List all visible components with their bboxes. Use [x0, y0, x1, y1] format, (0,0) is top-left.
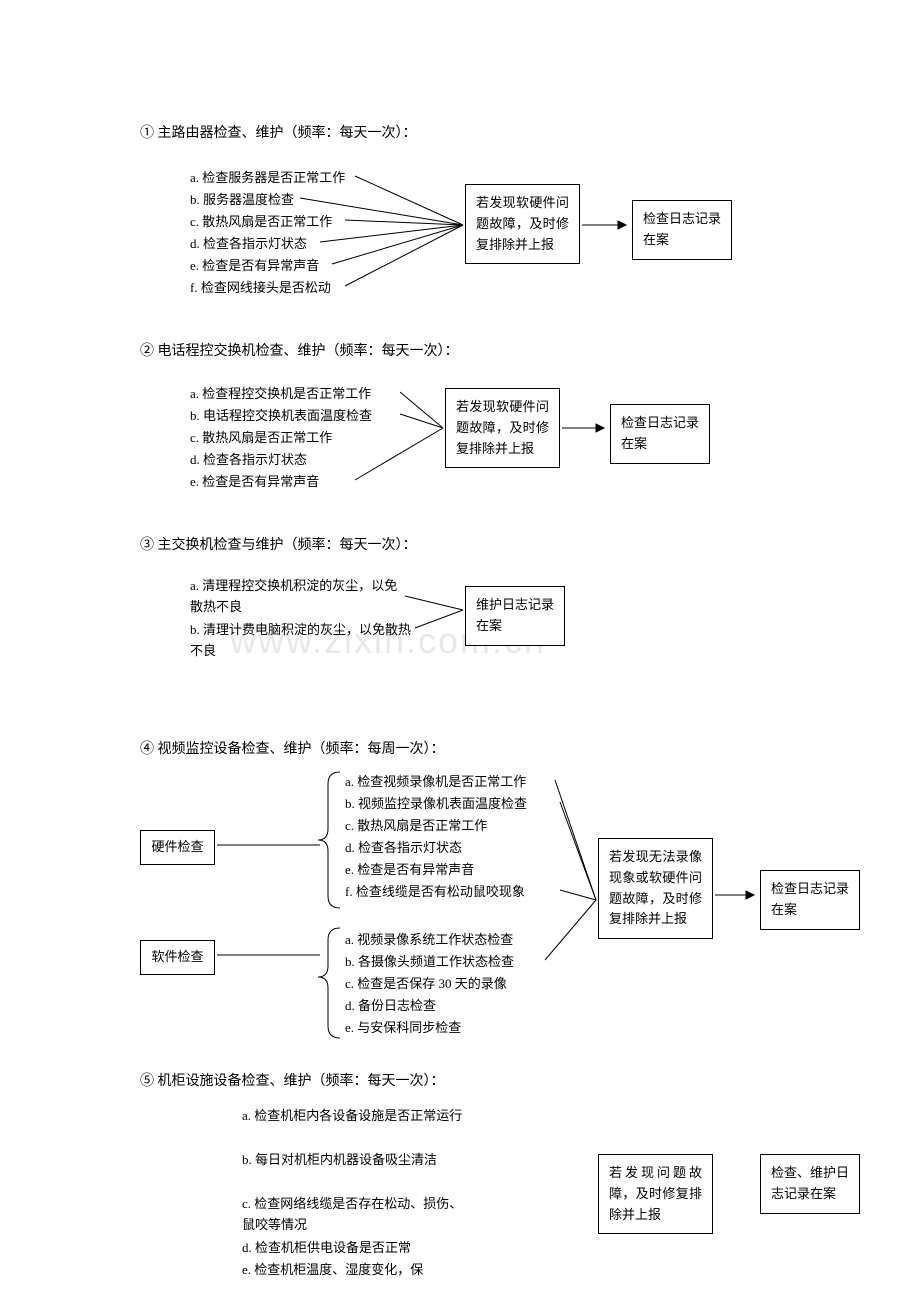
s2-box-2: 检查日志记录在案 [610, 404, 710, 464]
s2-item-e: e. 检查是否有异常声音 [190, 472, 319, 492]
s1-item-b: b. 服务器温度检查 [190, 190, 294, 210]
s4-hw-b: b. 视频监控录像机表面温度检查 [345, 794, 527, 814]
s3-box-1: 维护日志记录在案 [465, 586, 565, 646]
section-1-title: ① 主路由器检查、维护（频率：每天一次）： [140, 122, 417, 142]
s4-box-2: 检查日志记录在案 [760, 870, 860, 930]
s4-hw-d: d. 检查各指示灯状态 [345, 838, 462, 858]
section-3-title: ③ 主交换机检查与维护（频率：每天一次）： [140, 534, 417, 554]
s5-box-2: 检查、维护日志记录在案 [760, 1154, 860, 1214]
s1-box-1: 若发现软硬件问题故障，及时修复排除并上报 [465, 184, 580, 264]
s3-item-a: a. 清理程控交换机积淀的灰尘，以免散热不良 [190, 576, 410, 618]
s3-item-b: b. 清理计费电脑积淀的灰尘，以免散热不良 [190, 620, 420, 662]
s5-item-c: c. 检查网络线缆是否存在松动、损伤、鼠咬等情况 [242, 1194, 472, 1236]
section-2-title: ② 电话程控交换机检查、维护（频率：每天一次）： [140, 340, 459, 360]
s2-box-1: 若发现软硬件问题故障，及时修复排除并上报 [445, 388, 560, 468]
s1-item-a: a. 检查服务器是否正常工作 [190, 168, 345, 188]
s1-box-2: 检查日志记录在案 [632, 200, 732, 260]
s4-sw-b: b. 各摄像头频道工作状态检查 [345, 952, 514, 972]
s1-item-f: f. 检查网线接头是否松动 [190, 278, 331, 298]
s4-hw-label: 硬件检查 [140, 830, 215, 865]
s4-sw-d: d. 备份日志检查 [345, 996, 436, 1016]
s4-hw-c: c. 散热风扇是否正常工作 [345, 816, 487, 836]
s1-item-e: e. 检查是否有异常声音 [190, 256, 319, 276]
s5-box-1: 若发现问题故障，及时修复排除并上报 [598, 1154, 713, 1234]
s4-sw-e: e. 与安保科同步检查 [345, 1018, 461, 1038]
s5-item-d: d. 检查机柜供电设备是否正常 [242, 1238, 411, 1258]
s5-item-b: b. 每日对机柜内机器设备吸尘清洁 [242, 1150, 472, 1171]
s2-item-c: c. 散热风扇是否正常工作 [190, 428, 332, 448]
s2-item-d: d. 检查各指示灯状态 [190, 450, 307, 470]
s4-hw-e: e. 检查是否有异常声音 [345, 860, 474, 880]
section-4-title: ④ 视频监控设备检查、维护（频率：每周一次）： [140, 738, 445, 758]
s4-hw-a: a. 检查视频录像机是否正常工作 [345, 772, 526, 792]
s2-item-b: b. 电话程控交换机表面温度检查 [190, 406, 372, 426]
s1-item-d: d. 检查各指示灯状态 [190, 234, 307, 254]
s4-sw-label: 软件检查 [140, 940, 215, 975]
s1-item-c: c. 散热风扇是否正常工作 [190, 212, 332, 232]
s5-item-a: a. 检查机柜内各设备设施是否正常运行 [242, 1106, 472, 1127]
s4-box-1: 若发现无法录像现象或软硬件问题故障，及时修复排除并上报 [598, 838, 713, 939]
s2-item-a: a. 检查程控交换机是否正常工作 [190, 384, 371, 404]
section-5-title: ⑤ 机柜设施设备检查、维护（频率：每天一次）： [140, 1070, 445, 1090]
s4-sw-c: c. 检查是否保存 30 天的录像 [345, 974, 507, 994]
s5-item-e: e. 检查机柜温度、湿度变化，保 [242, 1260, 423, 1280]
s4-hw-f: f. 检查线缆是否有松动鼠咬现象 [345, 882, 525, 902]
s4-sw-a: a. 视频录像系统工作状态检查 [345, 930, 513, 950]
